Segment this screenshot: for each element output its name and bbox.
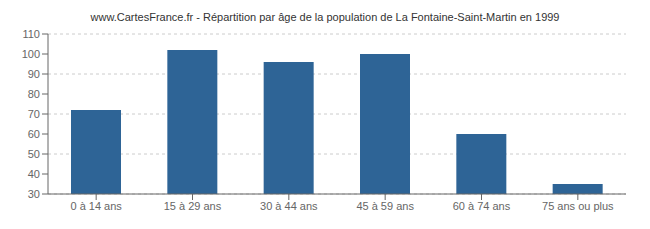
svg-text:0 à 14 ans: 0 à 14 ans: [70, 200, 122, 212]
svg-text:110: 110: [22, 28, 40, 40]
svg-text:80: 80: [28, 88, 40, 100]
svg-text:15 à 29 ans: 15 à 29 ans: [164, 200, 222, 212]
svg-text:45 à 59 ans: 45 à 59 ans: [356, 200, 414, 212]
svg-text:60: 60: [28, 128, 40, 140]
html-text:www.CartesFrance.fr - Répartit: www.CartesFrance.fr - Répartition par âg…: [90, 11, 560, 23]
svg-text:30: 30: [28, 188, 40, 200]
svg-text:70: 70: [28, 108, 40, 120]
svg-text:50: 50: [28, 148, 40, 160]
svg-text:30 à 44 ans: 30 à 44 ans: [260, 200, 318, 212]
svg-text:75 ans ou plus: 75 ans ou plus: [542, 200, 614, 212]
svg-text:60 à 74 ans: 60 à 74 ans: [453, 200, 511, 212]
svg-text:100: 100: [22, 48, 40, 60]
svg-text:90: 90: [28, 68, 40, 80]
svg-text:40: 40: [28, 168, 40, 180]
